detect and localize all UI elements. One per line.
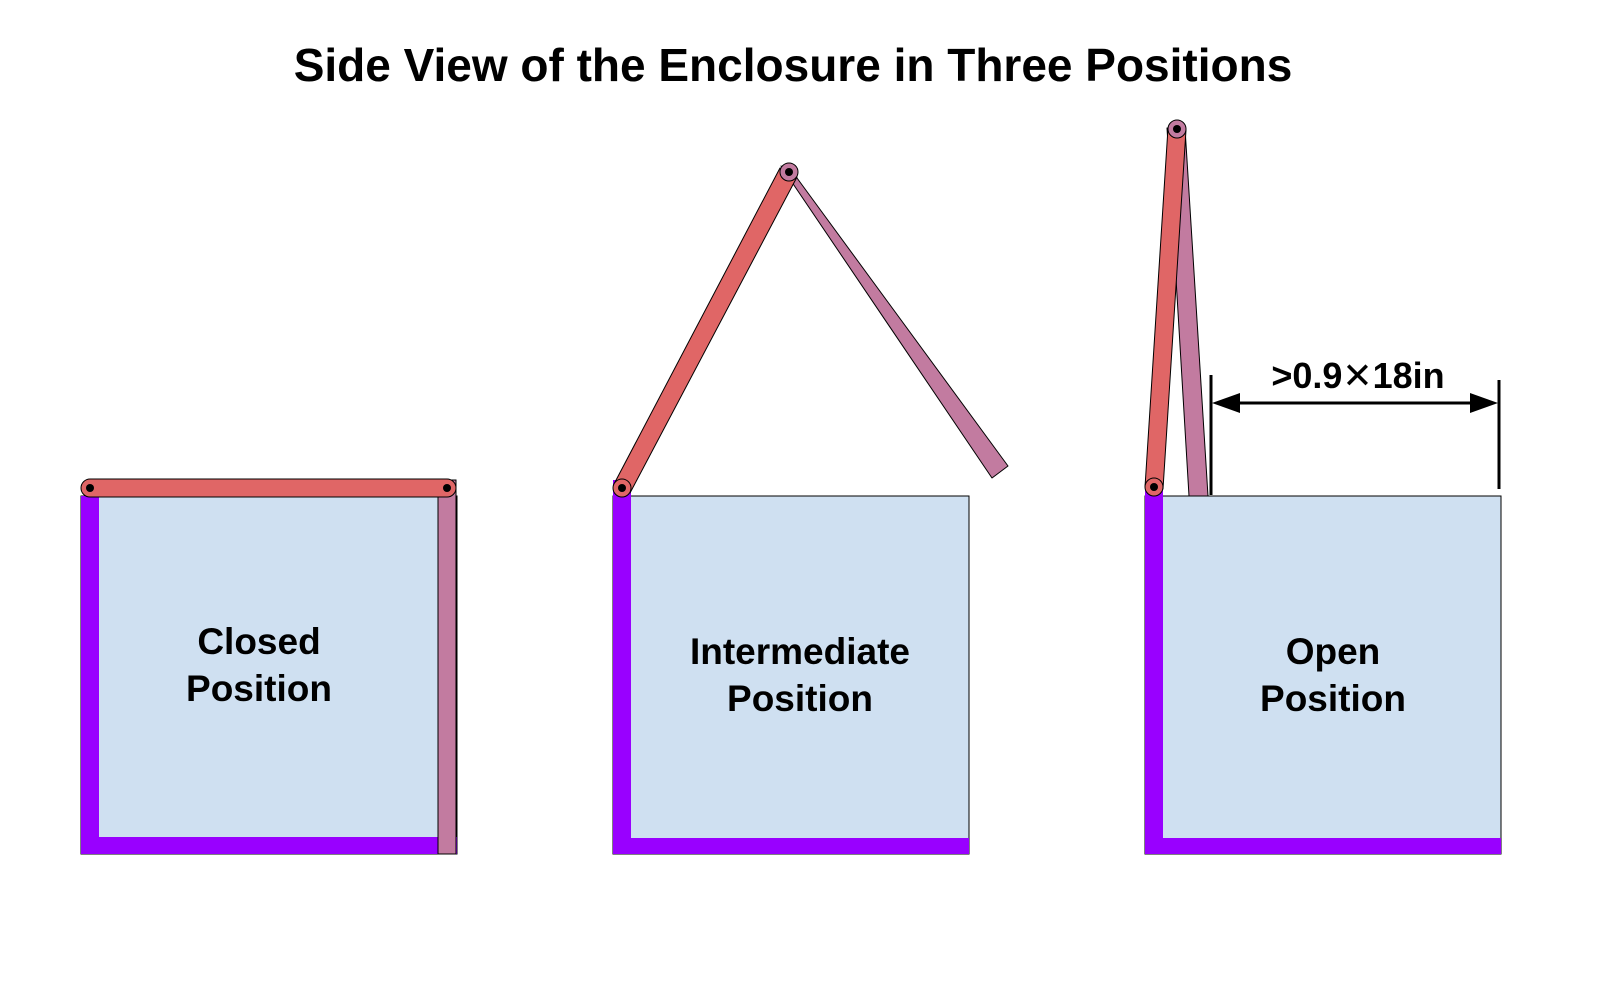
closed-enclosure: Closed Position [80, 478, 458, 855]
closed-frame-left [81, 496, 99, 854]
intermediate-frame-left [613, 480, 631, 854]
open-frame-left [1145, 480, 1163, 854]
closed-label-line1: Closed [197, 621, 320, 662]
open-enclosure: Open Position >0.9✕18in [1144, 119, 1502, 855]
intermediate-box-body [612, 495, 970, 855]
intermediate-label-line2: Position [727, 678, 873, 719]
closed-label-line2: Position [186, 668, 332, 709]
open-label-line1: Open [1286, 631, 1381, 672]
open-box-body [1144, 495, 1502, 855]
closed-hinge-right [443, 484, 451, 492]
closed-lid [80, 478, 457, 498]
intermediate-top-hinge [785, 168, 793, 176]
intermediate-back-panel [780, 165, 1009, 479]
open-top-hinge [1173, 125, 1181, 133]
closed-box-body [80, 495, 458, 855]
diagram-title: Side View of the Enclosure in Three Posi… [294, 39, 1293, 91]
open-bottom-hinge [1150, 483, 1158, 491]
intermediate-label-line1: Intermediate [690, 631, 910, 672]
closed-back-panel [437, 479, 457, 855]
intermediate-frame-bottom [613, 838, 969, 854]
dimension-arrowhead-right [1470, 393, 1498, 413]
intermediate-enclosure: Intermediate Position [612, 162, 1009, 855]
intermediate-bottom-hinge [618, 484, 626, 492]
dimension-label: >0.9✕18in [1271, 355, 1444, 396]
closed-hinge-left [86, 484, 94, 492]
open-frame-bottom [1145, 838, 1501, 854]
open-label-line2: Position [1260, 678, 1406, 719]
closed-frame-bottom [81, 837, 457, 854]
dimension-arrowhead-left [1212, 393, 1240, 413]
intermediate-front-panel [613, 167, 798, 494]
